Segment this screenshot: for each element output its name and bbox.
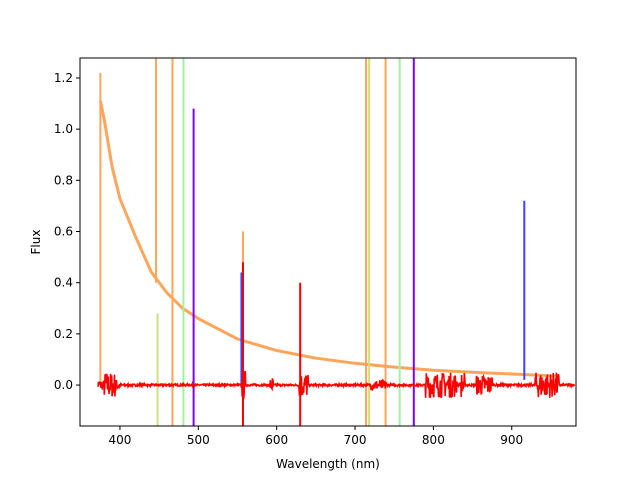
residual-line xyxy=(97,369,576,402)
x-axis-label: Wavelength (nm) xyxy=(276,457,380,471)
plot-marks xyxy=(97,58,576,426)
y-tick-label: 1.0 xyxy=(54,122,73,136)
ticks: 400 500 600 700 800 900 0.0 0.2 0.4 0.6 0.8 1.0 1.2 xyxy=(54,71,523,447)
y-tick-label: 0.0 xyxy=(54,378,73,392)
axes-frame xyxy=(79,57,577,427)
x-tick-label: 400 xyxy=(109,433,132,447)
y-axis-label: Flux xyxy=(29,230,43,255)
x-tick-label: 700 xyxy=(344,433,367,447)
x-tick-label: 500 xyxy=(187,433,210,447)
x-tick-label: 900 xyxy=(500,433,523,447)
y-tick-label: 0.4 xyxy=(54,276,73,290)
continuum-line xyxy=(98,100,559,378)
x-tick-label: 600 xyxy=(265,433,288,447)
y-tick-label: 0.6 xyxy=(54,225,73,239)
y-tick-label: 1.2 xyxy=(54,71,73,85)
y-tick-label: 0.2 xyxy=(54,327,73,341)
y-tick-label: 0.8 xyxy=(54,173,73,187)
x-tick-label: 800 xyxy=(422,433,445,447)
